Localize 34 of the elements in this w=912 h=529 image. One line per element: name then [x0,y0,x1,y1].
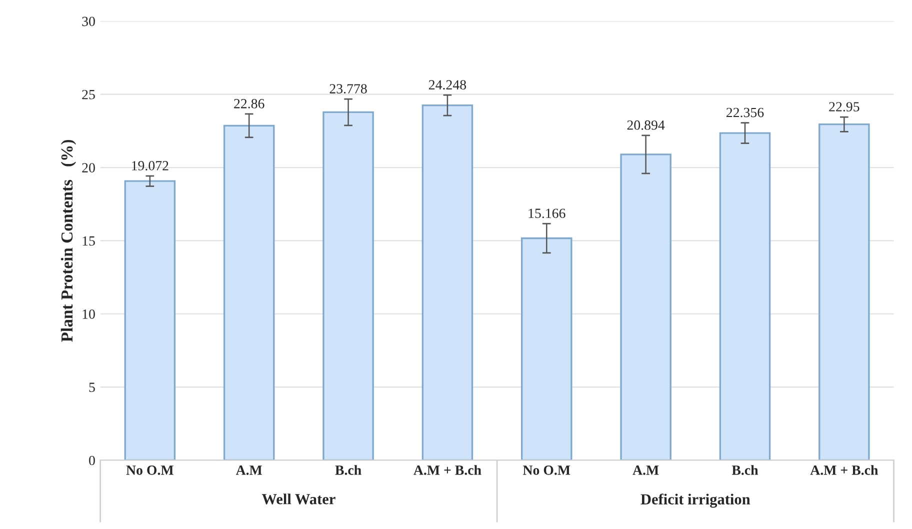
y-tick-label: 15 [82,236,95,246]
x-tick-label: No O.M [126,466,174,475]
x-tick-label: A.M + B.ch [414,465,482,475]
bar [223,124,275,460]
data-label: 22.95 [829,102,860,112]
y-axis-title: Plant Protein Contents (%) [60,140,76,342]
bar [124,180,176,460]
data-label: 20.894 [627,120,665,130]
x-tick-label: A.M + B.ch [810,465,878,475]
x-tick-label: No O.M [522,466,570,475]
data-label: 24.248 [428,80,466,90]
data-label: 15.166 [528,208,566,218]
data-label: 22.86 [234,98,264,108]
text: Well Water [262,494,336,504]
y-tick-label: 10 [82,309,95,319]
y-tick-label: 20 [82,163,95,172]
y-tick-label: 0 [89,456,95,466]
bar [322,111,374,460]
bar [422,104,474,460]
bar [818,124,870,460]
bar [521,237,572,460]
bar [620,154,672,460]
x-tick-label: A.M [236,466,262,475]
y-tick-label: 5 [89,382,95,392]
data-label: 19.072 [132,161,168,170]
y-tick-label: 25 [82,90,95,100]
x-tick-label: B.ch [335,465,362,475]
y-tick-label: 30 [82,16,95,26]
x-tick-label: A.M [632,466,659,475]
data-label: 23.778 [330,84,367,94]
x-tick-label: B.ch [732,465,758,475]
data-label: 22.356 [726,108,764,118]
bar [719,132,771,460]
text: Deficit irrigation [640,494,750,508]
